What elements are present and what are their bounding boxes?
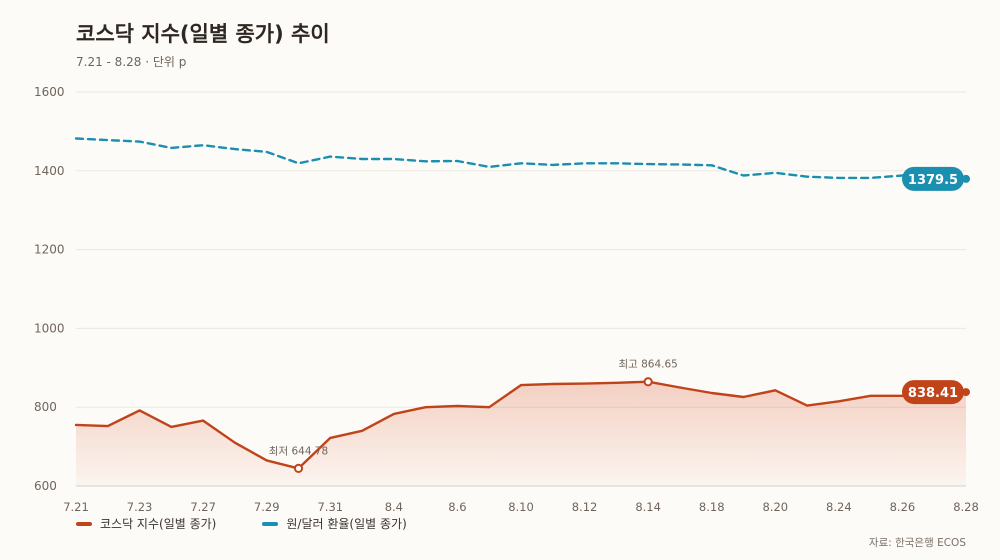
data-point-0-25 xyxy=(869,395,871,397)
annotation-label-0: 최저 644.78 xyxy=(269,445,328,457)
data-point-0-12 xyxy=(456,405,458,407)
end-point-1 xyxy=(962,174,970,183)
data-point-0-1 xyxy=(107,425,109,427)
source-note: 자료: 한국은행 ECOS xyxy=(868,537,966,549)
data-point-1-18 xyxy=(647,163,649,165)
legend-item-usdkrw: 원/달러 환율(일별 종가) xyxy=(262,515,407,532)
data-point-1-24 xyxy=(838,177,840,179)
data-point-0-5 xyxy=(234,441,236,443)
data-point-1-25 xyxy=(869,177,871,179)
x-tick-label-7.23: 7.23 xyxy=(127,500,153,514)
annotation-label-1: 최고 864.65 xyxy=(618,359,677,371)
data-point-1-2 xyxy=(138,140,140,142)
chart-title: 코스닥 지수(일별 종가) 추이 xyxy=(76,22,330,46)
data-point-0-16 xyxy=(583,382,585,384)
data-point-0-20 xyxy=(711,392,713,394)
y-tick-label-800: 800 xyxy=(34,400,57,414)
data-point-0-19 xyxy=(679,386,681,388)
x-tick-label-8.26: 8.26 xyxy=(890,500,916,514)
data-point-0-2 xyxy=(138,409,140,411)
x-tick-label-7.29: 7.29 xyxy=(254,500,280,514)
data-point-1-17 xyxy=(615,162,617,164)
data-point-1-10 xyxy=(393,158,395,160)
series-line-0 xyxy=(74,380,968,470)
legend: 코스닥 지수(일별 종가) 원/달러 환율(일별 종가) xyxy=(76,515,407,532)
data-point-1-6 xyxy=(266,151,268,153)
x-tick-label-8.28: 8.28 xyxy=(953,500,979,514)
data-point-0-4 xyxy=(202,419,204,421)
data-point-0-8 xyxy=(329,437,331,439)
x-tick-label-8.10: 8.10 xyxy=(508,500,534,514)
data-point-1-22 xyxy=(774,172,776,174)
end-point-0 xyxy=(962,388,970,397)
data-point-0-0 xyxy=(75,424,77,426)
data-point-1-8 xyxy=(329,155,331,157)
data-point-0-10 xyxy=(393,413,395,415)
y-tick-label-600: 600 xyxy=(34,479,57,493)
data-point-1-7 xyxy=(297,162,299,164)
data-point-0-13 xyxy=(488,406,490,408)
legend-item-kosdaq: 코스닥 지수(일별 종가) xyxy=(76,515,216,532)
data-point-0-24 xyxy=(838,400,840,402)
data-point-1-11 xyxy=(424,160,426,162)
x-tick-label-7.27: 7.27 xyxy=(190,500,216,514)
data-point-1-13 xyxy=(488,166,490,168)
y-tick-label-1600: 1600 xyxy=(34,85,65,99)
x-tick-label-8.4: 8.4 xyxy=(385,500,403,514)
data-point-1-23 xyxy=(806,176,808,178)
y-tick-label-1200: 1200 xyxy=(34,243,65,257)
data-point-1-9 xyxy=(361,158,363,160)
data-point-1-20 xyxy=(711,164,713,166)
data-point-1-4 xyxy=(202,144,204,146)
data-point-0-17 xyxy=(615,382,617,384)
data-point-1-3 xyxy=(170,147,172,149)
data-point-1-1 xyxy=(107,139,109,141)
end-label-1: 1379.5 xyxy=(908,173,958,188)
x-tick-label-7.31: 7.31 xyxy=(317,500,343,514)
data-point-0-11 xyxy=(424,406,426,408)
data-point-0-22 xyxy=(774,389,776,391)
data-point-1-21 xyxy=(742,174,744,176)
legend-label-kosdaq: 코스닥 지수(일별 종가) xyxy=(100,517,217,531)
y-tick-label-1400: 1400 xyxy=(34,164,65,178)
x-tick-label-8.20: 8.20 xyxy=(762,500,788,514)
x-tick-label-8.18: 8.18 xyxy=(699,500,725,514)
series-line-1 xyxy=(74,137,968,181)
x-tick-label-8.14: 8.14 xyxy=(635,500,661,514)
end-label-0: 838.41 xyxy=(908,386,958,401)
data-point-1-16 xyxy=(583,162,585,164)
chart-subtitle: 7.21 - 8.28 · 단위 p xyxy=(76,55,187,69)
y-tick-label-1000: 1000 xyxy=(34,321,65,335)
annotation-marker-1 xyxy=(643,377,653,387)
data-point-1-5 xyxy=(234,148,236,150)
data-point-1-19 xyxy=(679,163,681,165)
x-tick-label-7.21: 7.21 xyxy=(63,500,89,514)
data-point-0-15 xyxy=(552,383,554,385)
data-point-1-0 xyxy=(75,137,77,139)
legend-label-usdkrw: 원/달러 환율(일별 종가) xyxy=(286,517,407,531)
x-tick-label-8.6: 8.6 xyxy=(448,500,466,514)
annotation-marker-0 xyxy=(293,463,304,473)
end-label-bg-1 xyxy=(902,166,964,191)
data-point-0-14 xyxy=(520,384,522,386)
data-point-0-21 xyxy=(742,396,744,398)
data-point-0-3 xyxy=(170,426,172,428)
data-point-1-12 xyxy=(456,160,458,162)
x-tick-label-8.24: 8.24 xyxy=(826,500,852,514)
end-label-bg-0 xyxy=(902,380,964,405)
x-tick-label-8.12: 8.12 xyxy=(572,500,598,514)
legend-swatch-usdkrw xyxy=(262,521,279,526)
data-point-0-9 xyxy=(361,430,363,432)
series-area-0 xyxy=(76,381,966,486)
data-point-0-6 xyxy=(266,459,268,461)
legend-swatch-kosdaq xyxy=(76,521,92,526)
data-point-1-15 xyxy=(552,164,554,166)
data-point-1-14 xyxy=(520,162,522,164)
data-point-0-23 xyxy=(806,404,808,406)
